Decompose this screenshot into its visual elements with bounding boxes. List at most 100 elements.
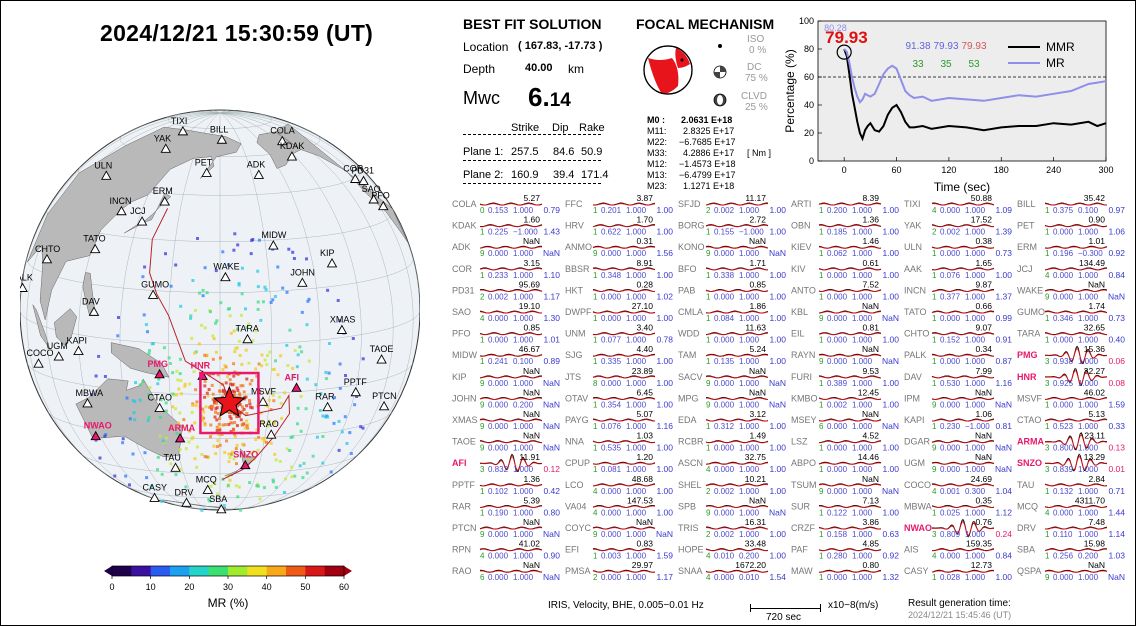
station-marker: [336, 324, 348, 334]
mr-cell: [227, 423, 231, 426]
station-ratio: 1.01: [543, 335, 560, 345]
mr-cell: [132, 411, 136, 415]
dc-icon: [713, 65, 727, 79]
station-weight: 1.000: [852, 573, 873, 582]
parallel-line: [26, 258, 414, 293]
meridian-line: [114, 112, 221, 141]
station-misfit: 0.377: [940, 292, 961, 301]
mr-cell: [283, 391, 287, 395]
station-misfit: 0.622: [601, 228, 622, 237]
mr-cell: [209, 423, 213, 427]
mr-cell: [260, 437, 264, 441]
station-ratio: NaN: [656, 529, 673, 539]
station-label: WAKE: [213, 262, 239, 272]
station-ratio: 0.91: [995, 335, 1012, 345]
station-group: 1: [932, 573, 937, 582]
mr-cell: [171, 405, 175, 409]
station-ratio: 0.42: [543, 486, 560, 496]
synthetic-waveform: [1044, 397, 1108, 401]
col-strike: Strike: [511, 122, 540, 134]
station-ratio: NaN: [1108, 572, 1125, 582]
station-weight: 1.000: [739, 508, 760, 517]
station-weight: 1.000: [852, 206, 873, 215]
mr-cell: [146, 418, 150, 422]
station-name: AFI: [452, 458, 467, 468]
mr-cell: [226, 307, 230, 311]
station-weight: 1.000: [626, 249, 647, 258]
station-weight: 1.000: [965, 206, 986, 215]
station-misfit: 0.196: [1053, 249, 1074, 258]
stat-value: 79.93: [933, 41, 958, 52]
col-dip: Dip: [552, 122, 569, 134]
station-weight: 1.000: [513, 552, 534, 561]
mr-cell: [183, 425, 187, 429]
mr-cell: [188, 382, 192, 386]
station-group: 4: [932, 206, 937, 215]
station-label: DRV: [175, 487, 194, 497]
mr-cell: [230, 452, 233, 456]
mr-cell: [216, 439, 220, 443]
mr-cell: [319, 392, 323, 395]
station-group: 1: [593, 314, 598, 323]
synthetic-waveform: [592, 419, 656, 422]
mr-cell: [266, 391, 270, 395]
station-name: ADK: [452, 242, 471, 252]
mr-cell: [211, 334, 215, 338]
station-name: COLA: [452, 199, 477, 209]
station-weight: 1.000: [739, 292, 760, 301]
mr-cell: [200, 453, 204, 456]
synthetic-waveform: [1045, 434, 1107, 450]
mr-cell: [214, 321, 218, 325]
synthetic-waveform: [1044, 203, 1108, 206]
station-weight: 0.300: [965, 487, 986, 496]
mr-cell: [272, 422, 276, 426]
station-ratio: 0.87: [995, 356, 1012, 366]
colorbar-tick-label: 30: [223, 582, 233, 592]
mr-cell: [256, 285, 260, 289]
station-marker: [101, 170, 112, 180]
mr-cell: [285, 447, 289, 451]
mr-cell: [349, 452, 353, 455]
station-name: LSZ: [791, 437, 808, 447]
mr-cell: [292, 257, 296, 260]
synthetic-waveform: [479, 570, 543, 573]
station-misfit: 0.000: [714, 292, 735, 301]
station-group: 4: [706, 552, 711, 561]
mr-cell: [237, 282, 241, 285]
mr-cell: [201, 418, 205, 422]
mr-cell: [259, 411, 263, 415]
iso-value: 0 %: [749, 45, 767, 56]
station-group: 9: [480, 400, 485, 409]
station-ratio: 0.13: [1108, 443, 1125, 453]
station-group: 1: [819, 465, 824, 474]
mr-cell: [228, 314, 232, 318]
y-axis-label: Percentage (%): [783, 49, 797, 132]
station-weight: 1.000: [852, 249, 873, 258]
moment-unit: [ Nm ]: [747, 148, 771, 158]
mr-cell: [213, 401, 216, 405]
station-marker: [149, 492, 160, 502]
station-weight: 1.000: [1078, 487, 1099, 496]
mr-cell: [209, 310, 212, 314]
station-weight: 0.010: [739, 573, 760, 582]
mr-cell: [338, 362, 342, 366]
station-marker: [322, 401, 333, 412]
best-fit-title: BEST FIT SOLUTION: [463, 16, 602, 32]
mr-cell: [361, 357, 365, 361]
station-amplitude: 35.42: [1084, 193, 1106, 203]
mr-cell: [157, 377, 161, 381]
mr-cell: [203, 455, 207, 459]
station-label: COLA: [270, 126, 295, 136]
station-misfit: 0.000: [714, 400, 735, 409]
mr-cell: [240, 292, 244, 296]
mr-cell: [175, 393, 179, 397]
station-amplitude: 0.35: [975, 495, 992, 505]
mr-cell: [229, 430, 233, 434]
synthetic-waveform: [931, 246, 995, 249]
station-ratio: 1.12: [995, 507, 1012, 517]
mr-cell: [103, 375, 107, 378]
time-scale-tick: [820, 604, 821, 612]
station-misfit: 0.190: [488, 508, 509, 517]
iso-icon: [718, 44, 722, 48]
station-misfit: 0.185: [827, 228, 848, 237]
